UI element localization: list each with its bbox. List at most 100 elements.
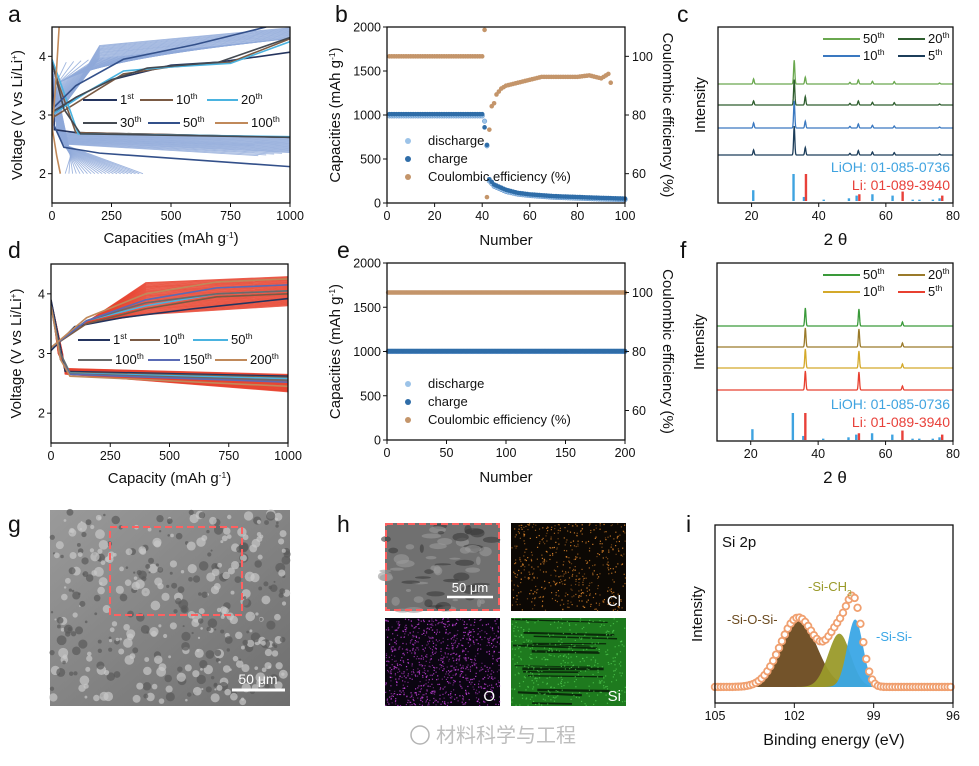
element-signal <box>546 532 548 534</box>
particle <box>158 624 162 628</box>
particle <box>154 577 163 586</box>
particle <box>198 608 205 615</box>
element-signal <box>540 667 542 669</box>
element-signal <box>399 704 402 707</box>
particle <box>239 554 247 562</box>
element-signal <box>607 653 609 655</box>
element-signal <box>395 649 397 651</box>
element-signal <box>451 652 453 655</box>
element-signal <box>488 676 491 678</box>
selection-box <box>385 523 500 611</box>
element-signal <box>488 653 491 655</box>
component-label-text: -Si-O-Si- <box>727 612 778 627</box>
element-signal <box>435 639 437 641</box>
element-signal <box>612 549 614 551</box>
element-signal <box>621 607 623 609</box>
element-signal <box>553 569 556 571</box>
element-signal <box>568 560 570 562</box>
legend-30th-num: 30 <box>120 115 134 130</box>
element-signal <box>417 697 419 699</box>
surface-feature <box>455 559 475 566</box>
element-signal <box>460 670 462 672</box>
element-signal <box>483 695 485 697</box>
element-signal <box>534 598 536 600</box>
particle <box>84 695 88 699</box>
element-signal <box>597 662 599 665</box>
element-signal <box>619 696 621 699</box>
element-signal <box>418 664 421 666</box>
element-signal <box>592 673 594 676</box>
element-signal <box>452 674 454 676</box>
element-signal <box>385 619 387 621</box>
element-signal <box>531 573 534 575</box>
particle <box>213 583 221 590</box>
element-signal <box>473 688 475 690</box>
particle <box>182 625 185 628</box>
element-signal <box>559 655 561 657</box>
element-signal <box>582 592 585 594</box>
element-signal <box>429 648 432 650</box>
x-tick-label: 60 <box>879 209 893 223</box>
element-signal <box>391 649 393 651</box>
particle <box>269 584 278 593</box>
element-signal <box>524 665 526 667</box>
particle <box>97 586 105 595</box>
element-signal <box>533 568 535 570</box>
element-signal <box>391 626 393 628</box>
element-signal <box>585 704 587 706</box>
element-signal <box>431 690 433 693</box>
element-signal <box>511 701 513 703</box>
element-signal <box>425 676 428 678</box>
element-signal <box>407 675 409 677</box>
element-signal <box>423 672 425 674</box>
element-signal <box>496 618 498 620</box>
element-signal <box>618 645 620 647</box>
panel-letter-e: e <box>337 237 350 263</box>
element-signal <box>614 571 616 573</box>
element-signal <box>415 636 418 638</box>
element-signal <box>567 603 569 605</box>
element-signal <box>523 533 525 535</box>
particle <box>138 546 147 554</box>
element-signal <box>616 654 618 656</box>
particle <box>205 650 215 659</box>
element-signal <box>597 671 599 673</box>
element-signal <box>401 657 403 659</box>
element-signal <box>475 639 477 641</box>
element-signal <box>427 704 429 706</box>
element-signal <box>407 634 409 636</box>
element-signal <box>440 657 442 660</box>
element-signal <box>432 693 434 695</box>
element-signal <box>387 636 389 638</box>
element-signal <box>491 628 494 630</box>
element-signal <box>580 530 582 532</box>
element-signal <box>388 696 391 698</box>
element-signal <box>558 650 560 652</box>
element-signal <box>394 674 397 676</box>
element-signal <box>568 557 570 559</box>
element-signal <box>489 626 492 628</box>
legend-100th-label: 100th <box>115 351 144 367</box>
element-signal <box>557 529 559 531</box>
element-signal <box>418 619 420 621</box>
element-signal <box>398 626 400 629</box>
legend-20th-sup: th <box>942 266 949 276</box>
element-signal <box>566 620 568 623</box>
surface-feature <box>426 591 445 597</box>
element-signal <box>572 568 575 571</box>
x-tick-label: 80 <box>570 209 584 223</box>
element-signal <box>618 606 620 608</box>
element-signal <box>576 556 578 558</box>
element-signal <box>610 590 612 593</box>
element-signal <box>622 585 624 587</box>
particle <box>206 626 211 632</box>
legend-label: Coulombic efficiency (%) <box>428 412 571 427</box>
element-signal <box>518 656 520 658</box>
particle <box>255 672 266 683</box>
particle <box>155 563 159 567</box>
element-signal <box>442 641 444 643</box>
element-signal <box>409 677 411 680</box>
element-signal <box>387 671 390 673</box>
element-signal <box>451 636 454 639</box>
element-signal <box>498 701 501 703</box>
